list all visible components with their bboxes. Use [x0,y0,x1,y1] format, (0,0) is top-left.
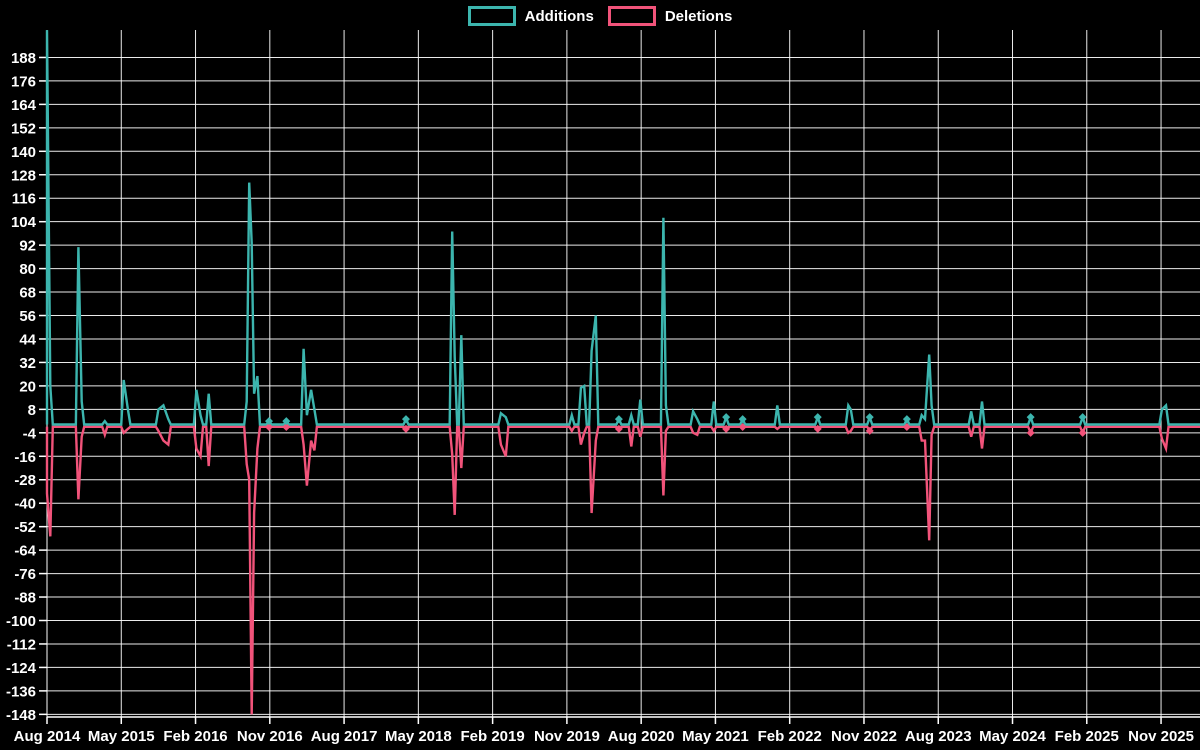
y-tick-label: 176 [11,73,36,90]
y-tick-label: 56 [19,308,36,325]
y-tick-label: -64 [14,543,36,560]
y-tick-label: -4 [23,425,37,442]
deletions-marker-diamond [1078,428,1087,437]
deletions-marker-diamond [614,424,623,433]
x-tick-label: Nov 2019 [534,728,600,745]
x-tick-label: Aug 2017 [311,728,378,745]
deletions-marker-diamond [813,424,822,433]
y-tick-label: -88 [14,590,36,607]
x-tick-label: Feb 2022 [758,728,822,745]
x-tick-label: Nov 2025 [1128,728,1194,745]
y-tick-label: -148 [6,707,36,724]
y-tick-label: 20 [19,378,36,395]
y-tick-label: 80 [19,261,36,278]
deletions-marker-diamond [1026,428,1035,437]
x-tick-label: Nov 2022 [831,728,897,745]
y-tick-label: 164 [11,97,37,114]
x-tick-label: Aug 2023 [905,728,972,745]
y-tick-label: 188 [11,50,36,67]
x-tick-label: Aug 2020 [608,728,675,745]
additions-marker-diamond [1026,413,1035,422]
x-tick-label: Aug 2014 [14,728,81,745]
additions-marker-diamond [722,413,731,422]
y-tick-label: 68 [19,285,36,302]
y-tick-label: -52 [14,519,36,536]
deletions-marker-diamond [865,426,874,435]
y-tick-label: 152 [11,120,36,137]
additions-marker-diamond [738,415,747,424]
deletions-marker-diamond [902,422,911,431]
deletions-marker-diamond [264,422,273,431]
x-tick-label: May 2024 [979,728,1046,745]
additions-marker-diamond [264,417,273,426]
y-tick-label: 92 [19,238,36,255]
x-tick-label: Feb 2025 [1055,728,1119,745]
additions-marker-diamond [614,415,623,424]
additions-marker-diamond [1078,413,1087,422]
additions-marker-diamond [401,415,410,424]
deletions-marker-diamond [401,424,410,433]
additions-line [45,30,1200,426]
deletions-marker-diamond [282,422,291,431]
y-tick-label: -40 [14,496,36,513]
y-tick-label: 104 [11,214,37,231]
y-tick-label: 8 [28,402,36,419]
deletions-line [45,425,1200,715]
y-tick-label: 44 [19,331,36,348]
y-tick-label: -100 [6,613,36,630]
x-tick-label: May 2015 [88,728,155,745]
y-tick-label: 128 [11,167,36,184]
y-tick-label: -124 [6,660,37,677]
deletions-marker-diamond [738,422,747,431]
y-tick-label: 32 [19,355,36,372]
x-tick-label: May 2021 [682,728,749,745]
y-tick-label: -76 [14,566,36,583]
additions-marker-diamond [865,413,874,422]
x-tick-label: May 2018 [385,728,452,745]
x-tick-label: Feb 2019 [461,728,525,745]
deletions-marker-diamond [722,424,731,433]
additions-marker-diamond [282,417,291,426]
y-tick-label: -112 [7,636,36,653]
y-tick-label: -136 [6,683,36,700]
y-tick-label: -16 [14,449,36,466]
y-tick-label: 140 [11,144,36,161]
x-tick-label: Nov 2016 [237,728,303,745]
x-tick-label: Feb 2016 [163,728,227,745]
additions-marker-diamond [902,415,911,424]
y-tick-label: -28 [14,472,36,489]
additions-marker-diamond [813,413,822,422]
y-tick-label: 116 [12,191,36,208]
